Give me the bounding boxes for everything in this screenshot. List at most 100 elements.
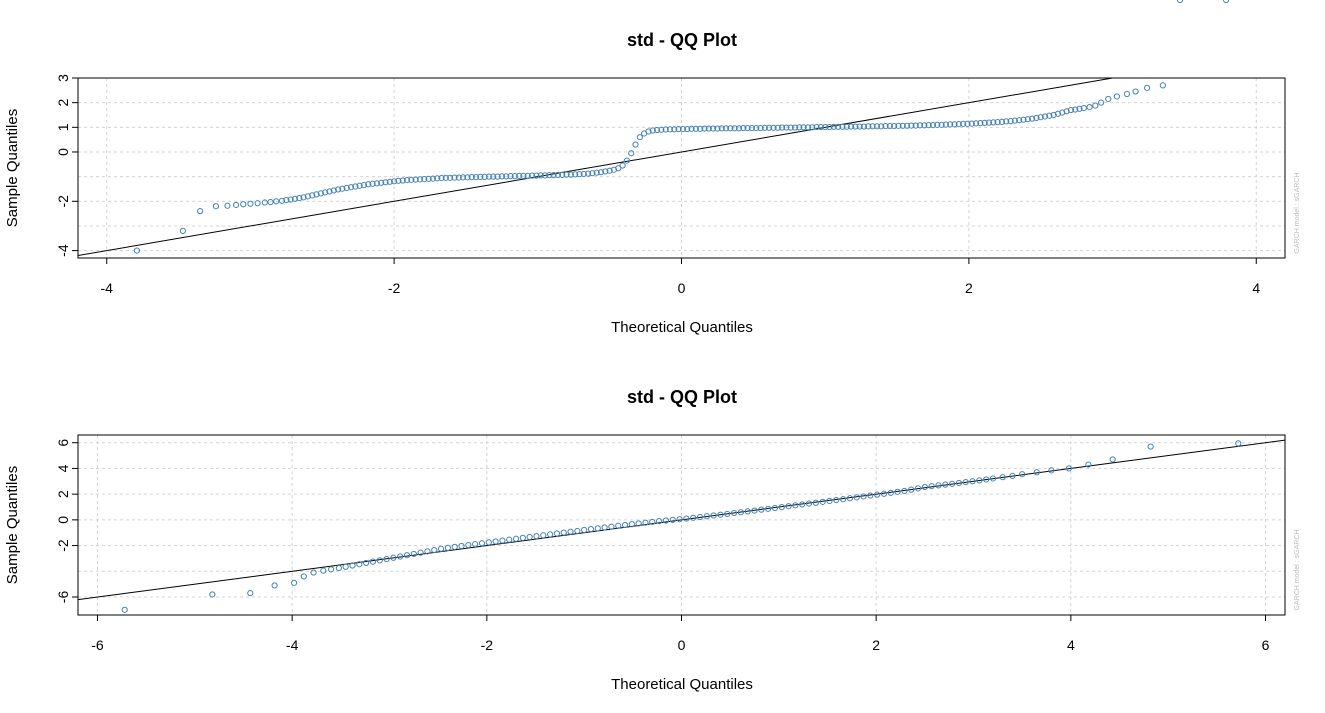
data-point bbox=[805, 500, 813, 507]
data-point bbox=[472, 541, 479, 548]
data-point bbox=[369, 180, 376, 187]
data-point bbox=[1085, 461, 1092, 468]
data-point bbox=[512, 535, 520, 542]
data-point bbox=[977, 120, 984, 127]
data-point bbox=[320, 567, 327, 574]
reference-line bbox=[77, 439, 1286, 601]
data-point bbox=[735, 125, 743, 132]
data-point bbox=[960, 120, 967, 127]
data-point bbox=[451, 543, 458, 550]
data-point bbox=[197, 208, 204, 215]
data-point bbox=[766, 124, 773, 131]
data-point bbox=[1011, 117, 1018, 124]
data-point bbox=[403, 552, 411, 559]
data-point bbox=[615, 165, 622, 172]
data-point bbox=[541, 172, 549, 179]
data-point bbox=[342, 563, 349, 570]
x-tick-label: 2 bbox=[965, 280, 973, 296]
data-point bbox=[1019, 471, 1026, 478]
data-point bbox=[304, 193, 312, 200]
data-point bbox=[968, 120, 975, 127]
data-point bbox=[437, 545, 445, 552]
y-tick-label: -4 bbox=[55, 244, 71, 257]
data-point bbox=[485, 173, 493, 180]
data-point bbox=[822, 123, 829, 131]
data-point bbox=[1016, 117, 1023, 124]
x-tick-label: -2 bbox=[388, 280, 401, 296]
data-point bbox=[748, 124, 756, 132]
data-point bbox=[442, 174, 449, 181]
data-point bbox=[615, 522, 622, 529]
data-point bbox=[179, 227, 186, 234]
data-point bbox=[835, 123, 842, 130]
side-label: GARCH model : sGARCH bbox=[1294, 530, 1301, 611]
data-point bbox=[209, 591, 216, 598]
y-tick-label: 2 bbox=[55, 99, 71, 107]
data-point bbox=[503, 173, 510, 180]
data-point bbox=[1059, 109, 1066, 116]
data-point bbox=[1159, 82, 1166, 89]
x-tick-label: -4 bbox=[286, 637, 299, 653]
data-point bbox=[976, 477, 983, 484]
data-point bbox=[714, 125, 721, 132]
data-point bbox=[972, 120, 980, 127]
data-point bbox=[873, 123, 881, 130]
data-point bbox=[839, 496, 847, 503]
data-point bbox=[710, 125, 717, 132]
data-point bbox=[771, 504, 779, 512]
data-point bbox=[352, 183, 359, 190]
side-label: GARCH model : sGARCH bbox=[1294, 173, 1301, 254]
data-point bbox=[391, 178, 398, 185]
data-point bbox=[1123, 90, 1131, 98]
data-point bbox=[597, 169, 605, 176]
data-point bbox=[606, 167, 613, 174]
data-point bbox=[718, 125, 725, 132]
data-point bbox=[649, 127, 656, 134]
data-point bbox=[882, 122, 889, 130]
y-axis-label: Sample Quantiles bbox=[4, 466, 21, 584]
data-point bbox=[623, 157, 630, 164]
data-point bbox=[1067, 106, 1075, 114]
data-point bbox=[290, 579, 298, 586]
x-tick-label: 0 bbox=[678, 637, 686, 653]
data-point bbox=[916, 122, 924, 129]
data-point bbox=[438, 175, 445, 182]
data-point bbox=[576, 171, 583, 178]
data-point bbox=[899, 122, 906, 129]
data-point bbox=[254, 200, 261, 207]
data-point bbox=[690, 514, 697, 521]
data-point bbox=[662, 517, 670, 524]
data-point bbox=[326, 188, 333, 195]
grid bbox=[78, 77, 1285, 258]
data-point bbox=[335, 564, 342, 572]
data-point bbox=[283, 196, 290, 204]
data-point bbox=[999, 474, 1006, 481]
data-point bbox=[998, 118, 1006, 125]
data-point bbox=[1050, 111, 1057, 119]
data-point bbox=[1132, 88, 1139, 95]
data-point bbox=[608, 523, 615, 530]
data-point bbox=[787, 124, 794, 131]
data-point bbox=[313, 191, 320, 198]
data-point bbox=[891, 122, 898, 130]
data-point bbox=[826, 497, 833, 505]
data-point bbox=[1065, 465, 1073, 472]
data-point bbox=[369, 558, 377, 565]
data-point bbox=[524, 172, 531, 179]
data-point bbox=[753, 124, 760, 132]
data-point bbox=[1105, 95, 1112, 103]
data-point bbox=[540, 532, 547, 539]
data-point bbox=[869, 123, 876, 130]
data-point bbox=[347, 184, 355, 191]
data-point bbox=[395, 177, 402, 184]
data-point bbox=[494, 173, 501, 180]
data-point bbox=[334, 186, 342, 193]
data-point bbox=[1235, 440, 1242, 447]
data-point bbox=[636, 134, 643, 141]
data-point bbox=[619, 162, 626, 169]
data-point bbox=[645, 128, 652, 135]
data-point bbox=[224, 202, 231, 209]
data-point bbox=[671, 126, 678, 133]
data-point bbox=[717, 511, 724, 518]
data-point bbox=[447, 174, 454, 181]
